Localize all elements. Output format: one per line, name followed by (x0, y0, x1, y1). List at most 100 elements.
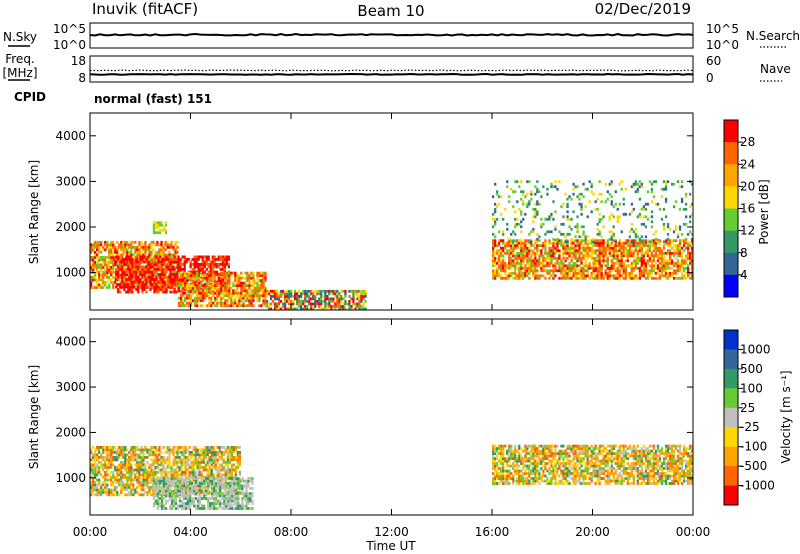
data-cell (208, 446, 211, 449)
data-cell (598, 192, 601, 196)
data-cell (146, 451, 149, 454)
data-cell (598, 180, 601, 184)
data-cell (196, 274, 199, 277)
data-cell (166, 494, 170, 498)
data-cell (142, 281, 145, 284)
data-cell (146, 273, 149, 277)
data-cell (492, 249, 495, 253)
data-cell (660, 249, 664, 253)
data-cell (189, 487, 192, 490)
data-cell (120, 448, 123, 452)
data-cell (260, 294, 263, 298)
data-cell (140, 488, 143, 492)
data-cell (142, 461, 145, 464)
data-cell (576, 215, 579, 219)
data-cell (624, 239, 627, 243)
data-cell (132, 493, 135, 497)
data-cell (135, 260, 138, 264)
data-cell (144, 240, 147, 244)
data-cell (115, 275, 118, 279)
data-cell (162, 479, 166, 483)
data-cell (606, 271, 609, 275)
data-cell (564, 271, 567, 275)
data-cell (510, 239, 513, 243)
data-cell (174, 243, 177, 247)
data-cell (153, 290, 156, 294)
data-cell (124, 245, 127, 249)
data-cell (566, 264, 569, 268)
data-cell (132, 240, 135, 244)
data-cell (228, 461, 231, 464)
data-cell (144, 466, 147, 469)
data-cell (94, 261, 97, 264)
data-cell (586, 254, 589, 258)
data-cell (620, 249, 623, 253)
data-cell (100, 263, 103, 267)
data-cell (162, 226, 166, 230)
data-cell (356, 302, 359, 306)
data-cell (322, 295, 325, 298)
data-cell (158, 451, 161, 454)
data-cell (98, 261, 101, 264)
data-cell (496, 217, 499, 221)
data-cell (612, 249, 615, 253)
data-cell (572, 241, 575, 245)
data-cell (156, 471, 159, 474)
data-cell (196, 466, 199, 469)
data-cell (217, 265, 220, 269)
data-cell (638, 276, 641, 280)
data-cell (554, 274, 557, 278)
data-cell (638, 271, 641, 275)
data-cell (127, 255, 130, 259)
data-cell (210, 451, 213, 454)
data-cell (356, 297, 359, 301)
data-cell (626, 251, 629, 255)
data-cell (232, 463, 235, 467)
data-cell (687, 266, 690, 270)
data-cell (214, 466, 217, 469)
data-cell (208, 279, 211, 282)
data-cell (181, 255, 184, 259)
data-cell (634, 180, 637, 184)
data-cell (165, 285, 168, 289)
data-cell (662, 240, 666, 244)
data-cell (211, 502, 214, 505)
data-cell (160, 223, 164, 227)
data-cell (660, 266, 664, 270)
data-cell (224, 299, 227, 303)
data-cell (182, 448, 185, 452)
data-cell (582, 246, 585, 250)
data-cell (106, 243, 109, 247)
data-cell (148, 463, 151, 467)
data-cell (234, 276, 237, 280)
data-cell (184, 291, 187, 295)
data-cell (96, 245, 99, 249)
data-cell (112, 253, 115, 257)
data-cell (156, 479, 160, 483)
data-cell (614, 269, 617, 273)
data-cell (634, 232, 637, 236)
data-cell (530, 266, 533, 270)
data-cell (286, 295, 289, 298)
data-cell (134, 463, 137, 467)
data-cell (156, 499, 160, 503)
data-cell (216, 473, 219, 477)
data-cell (159, 280, 162, 284)
data-cell (264, 279, 267, 282)
data-cell (642, 254, 645, 258)
data-cell (628, 271, 631, 275)
data-cell (182, 473, 185, 477)
data-cell (150, 268, 153, 272)
nave-label: Nave (760, 62, 791, 76)
data-cell (678, 227, 682, 231)
data-cell (644, 240, 648, 244)
data-cell (108, 276, 111, 279)
data-cell (135, 255, 138, 259)
data-cell (106, 463, 109, 467)
data-cell (200, 473, 203, 477)
data-cell (602, 274, 605, 278)
data-cell (558, 241, 561, 245)
data-cell (110, 248, 113, 252)
data-cell (150, 478, 153, 482)
